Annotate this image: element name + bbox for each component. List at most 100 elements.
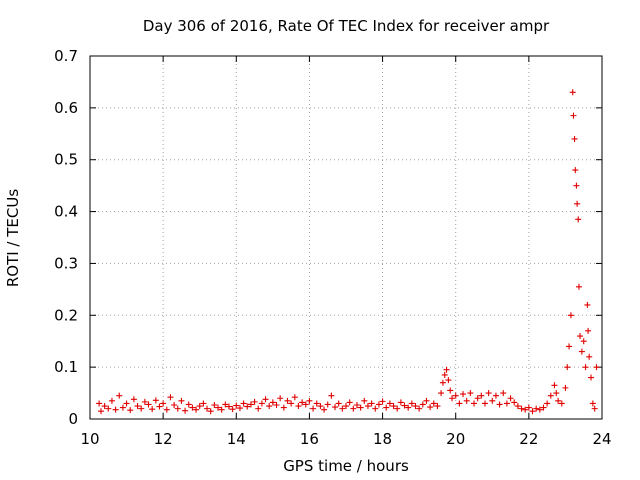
data-point: [489, 397, 496, 404]
x-tick-label: 18: [373, 430, 392, 448]
data-point: [518, 405, 525, 412]
data-point: [251, 398, 258, 405]
data-point: [544, 400, 551, 407]
data-point: [134, 403, 141, 410]
data-point: [522, 406, 529, 413]
data-point: [456, 400, 463, 407]
data-point: [375, 401, 382, 408]
data-point: [412, 403, 419, 410]
data-point: [361, 397, 368, 404]
data-point: [408, 400, 415, 407]
data-point: [112, 406, 119, 413]
chart-title: Day 306 of 2016, Rate Of TEC Index for r…: [143, 17, 550, 35]
data-point: [555, 397, 562, 404]
data-point: [582, 364, 589, 371]
x-tick-label: 14: [227, 430, 246, 448]
data-point: [288, 400, 295, 407]
data-point: [503, 400, 510, 407]
data-point: [185, 401, 192, 408]
data-point: [317, 403, 324, 410]
data-point: [346, 399, 353, 406]
data-point: [562, 384, 569, 391]
data-point: [328, 392, 335, 399]
data-point: [558, 400, 565, 407]
data-point: [255, 405, 262, 412]
data-point: [419, 401, 426, 408]
data-point: [244, 403, 251, 410]
y-tick-label: 0.5: [54, 151, 78, 169]
data-point: [119, 404, 126, 411]
data-point: [533, 405, 540, 412]
data-point: [152, 397, 159, 404]
data-point: [339, 405, 346, 412]
data-point: [163, 406, 170, 413]
data-point: [566, 343, 573, 350]
y-tick-label: 0.7: [54, 47, 78, 65]
data-point: [204, 405, 211, 412]
data-point: [586, 353, 593, 360]
data-point: [567, 312, 574, 319]
x-tick-label: 22: [519, 430, 538, 448]
data-point: [574, 200, 581, 207]
data-point: [578, 348, 585, 355]
data-point: [141, 398, 148, 405]
data-point: [573, 182, 580, 189]
data-point: [449, 395, 456, 402]
data-point: [127, 407, 134, 414]
data-point: [540, 404, 547, 411]
x-tick-label: 10: [80, 430, 99, 448]
data-point: [394, 405, 401, 412]
data-point: [138, 405, 145, 412]
data-point: [416, 405, 423, 412]
y-tick-label: 0.4: [54, 203, 78, 221]
data-point: [236, 405, 243, 412]
data-point: [547, 392, 554, 399]
data-point: [536, 406, 543, 413]
data-point: [474, 395, 481, 402]
data-point: [284, 397, 291, 404]
data-point: [350, 405, 357, 412]
data-point: [108, 397, 115, 404]
data-point: [233, 402, 240, 409]
data-point: [218, 406, 225, 413]
data-point: [353, 401, 360, 408]
data-point: [225, 403, 232, 410]
data-point: [593, 364, 600, 371]
data-point: [291, 394, 298, 401]
data-point: [101, 403, 108, 410]
x-tick-label: 24: [592, 430, 611, 448]
plot-frame: [89, 55, 603, 420]
data-point: [149, 406, 156, 413]
data-point: [427, 404, 434, 411]
data-point: [189, 404, 196, 411]
data-point: [572, 167, 579, 174]
x-tick-label: 20: [446, 430, 465, 448]
y-axis-label: ROTI / TECUs: [4, 189, 22, 287]
data-point: [452, 392, 459, 399]
data-point: [200, 400, 207, 407]
y-tick-label: 0.1: [54, 358, 78, 376]
data-point: [280, 404, 287, 411]
data-point: [529, 408, 536, 415]
data-point: [299, 399, 306, 406]
data-point: [171, 401, 178, 408]
data-point: [229, 406, 236, 413]
data-point: [324, 401, 331, 408]
data-point: [430, 400, 437, 407]
data-point: [123, 400, 130, 407]
data-point: [332, 404, 339, 411]
data-point: [295, 403, 302, 410]
data-point: [463, 397, 470, 404]
data-point: [130, 396, 137, 403]
data-point: [589, 400, 596, 407]
data-point: [357, 404, 364, 411]
data-point: [492, 392, 499, 399]
data-point: [313, 400, 320, 407]
data-point: [507, 395, 514, 402]
data-point: [571, 135, 578, 142]
data-point: [262, 396, 269, 403]
data-point: [584, 301, 591, 308]
data-point: [390, 403, 397, 410]
data-point: [258, 400, 265, 407]
